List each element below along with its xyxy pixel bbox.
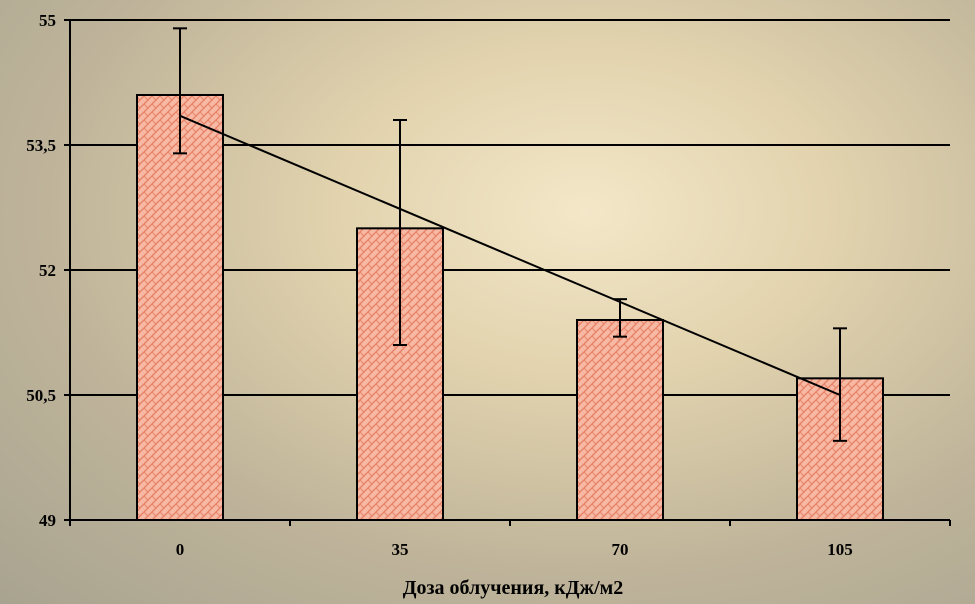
y-tick-label: 49 <box>39 511 56 530</box>
error-bars <box>173 27 847 442</box>
bars <box>136 94 884 522</box>
bar <box>136 94 224 521</box>
bar <box>576 319 664 521</box>
y-tick-label: 55 <box>39 11 56 30</box>
y-tick-label: 50,5 <box>26 386 56 405</box>
x-tick-label: 35 <box>392 540 409 559</box>
trendline <box>179 114 841 396</box>
x-tick-label: 105 <box>827 540 853 559</box>
x-tick-labels: 0 35 70 105 <box>176 540 853 559</box>
x-tick-label: 0 <box>176 540 185 559</box>
y-tick-label: 52 <box>39 261 56 280</box>
y-tick-label: 53,5 <box>26 136 56 155</box>
y-tick-labels: 49 50,5 52 53,5 55 <box>26 11 56 530</box>
axes <box>64 19 951 526</box>
trendline-group <box>179 114 841 396</box>
x-tick-label: 70 <box>612 540 629 559</box>
x-axis-label: Доза облучения, кДж/м2 <box>403 577 624 599</box>
